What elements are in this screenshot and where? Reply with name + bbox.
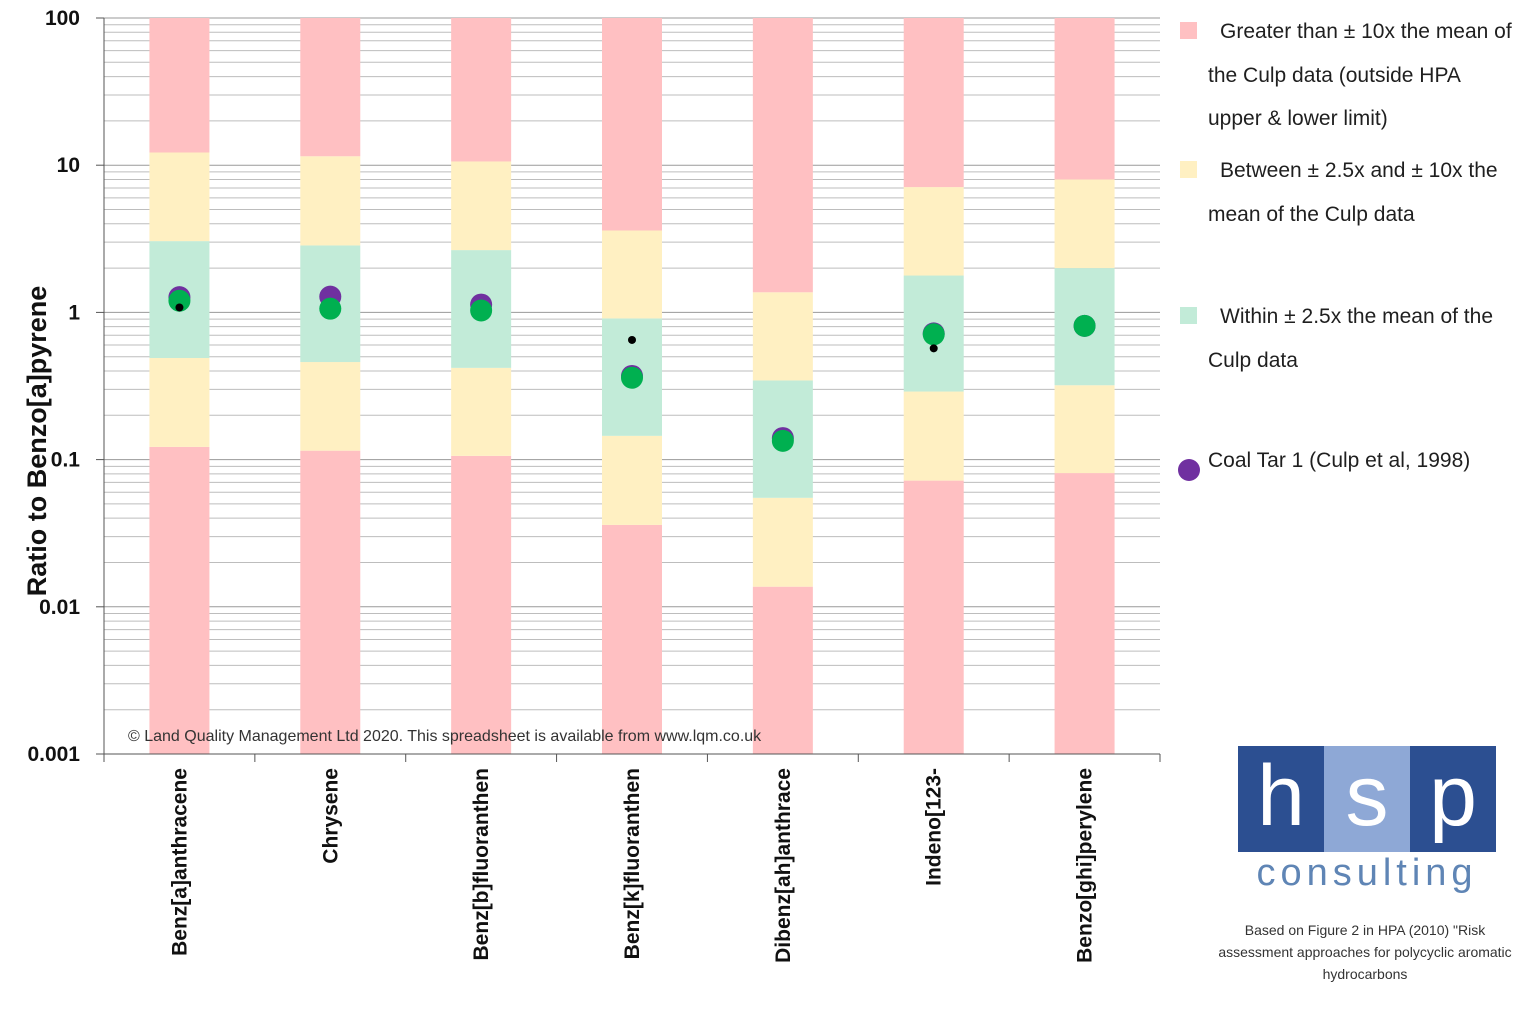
data-point bbox=[175, 303, 184, 312]
band-outside-upper bbox=[451, 18, 512, 162]
band-outside-lower bbox=[149, 446, 210, 754]
band-outside-lower bbox=[602, 524, 662, 754]
legend-swatch bbox=[1180, 22, 1197, 39]
copyright-text: © Land Quality Management Ltd 2020. This… bbox=[128, 728, 762, 745]
y-axis-label: Ratio to Benzo[a]pyrene bbox=[22, 286, 52, 597]
band-outside-lower bbox=[1054, 473, 1115, 754]
x-category-label: Benz[b]fluoranthen bbox=[470, 768, 493, 960]
legend-swatch bbox=[1180, 307, 1197, 324]
x-category-label: Indeno[123- bbox=[923, 768, 946, 886]
band-outside-upper bbox=[903, 18, 964, 188]
band-between-upper bbox=[1054, 179, 1115, 269]
legend-swatch bbox=[1180, 161, 1197, 178]
band-between-lower bbox=[451, 367, 512, 456]
logo-letter-s: s bbox=[1324, 746, 1410, 852]
points bbox=[168, 285, 1096, 452]
x-category-label: Benzo[ghi]perylene bbox=[1074, 768, 1097, 963]
band-outside-lower bbox=[903, 480, 964, 754]
legend-label: Between ± 2.5x and ± 10x the mean of the… bbox=[1208, 159, 1498, 226]
legend-item: Coal Tar 1 (Culp et al, 1998) bbox=[1178, 447, 1516, 534]
band-outside-upper bbox=[752, 18, 813, 293]
legend-marker bbox=[1178, 459, 1200, 481]
legend-item: Between ± 2.5x and ± 10x the mean of the… bbox=[1180, 157, 1516, 244]
band-between-lower bbox=[300, 362, 361, 451]
band-outside-upper bbox=[602, 18, 662, 231]
x-category-label: Benz[a]anthracene bbox=[168, 768, 191, 956]
logo-letter-p: p bbox=[1410, 746, 1496, 852]
logo-word: consulting bbox=[1256, 852, 1478, 894]
source-note: Based on Figure 2 in HPA (2010) "Risk as… bbox=[1218, 922, 1512, 982]
band-between-upper bbox=[602, 230, 662, 319]
data-point bbox=[922, 323, 945, 346]
legend-item: Within ± 2.5x the mean of the Culp data bbox=[1180, 303, 1516, 390]
data-point bbox=[628, 335, 636, 344]
y-tick-label: 0.01 bbox=[39, 596, 80, 619]
band-between-upper bbox=[149, 152, 210, 242]
band-between-lower bbox=[903, 391, 964, 481]
band-outside-upper bbox=[149, 18, 210, 153]
y-tick-label: 0.1 bbox=[51, 449, 81, 472]
x-category-label: Dibenz[ah]anthrace bbox=[772, 768, 795, 963]
band-outside-lower bbox=[451, 455, 512, 754]
legend-item: Greater than ± 10x the mean of the Culp … bbox=[1180, 18, 1516, 192]
band-between-upper bbox=[903, 187, 964, 276]
legend-label: Greater than ± 10x the mean of the Culp … bbox=[1208, 20, 1512, 130]
data-point bbox=[621, 366, 643, 389]
labels: 0.001 0.01 0.1 1 10 100 Ratio to Benzo[a]pyren… bbox=[22, 7, 1097, 963]
data-point bbox=[168, 289, 191, 312]
legend-label: Within ± 2.5x the mean of the Culp data bbox=[1208, 305, 1493, 372]
data-point bbox=[1073, 314, 1096, 337]
band-between-upper bbox=[752, 292, 813, 381]
x-category-label: Chrysene bbox=[319, 768, 342, 864]
data-point bbox=[470, 299, 493, 322]
y-tick-label: 10 bbox=[57, 154, 80, 177]
data-point bbox=[771, 429, 794, 452]
legend-label: Coal Tar 1 (Culp et al, 1998) bbox=[1208, 449, 1471, 472]
y-tick-label: 1 bbox=[68, 301, 80, 324]
band-between-lower bbox=[1054, 385, 1115, 474]
data-point bbox=[929, 344, 938, 353]
hsp-consulting-logo: h s p consulting bbox=[1238, 746, 1496, 894]
band-between-lower bbox=[752, 497, 813, 587]
axes bbox=[96, 17, 1161, 762]
band-between-lower bbox=[602, 435, 662, 525]
band-outside-lower bbox=[752, 586, 813, 754]
y-tick-label: 100 bbox=[45, 7, 80, 30]
logo-letter-h: h bbox=[1238, 746, 1324, 852]
y-tick-label: 0.001 bbox=[27, 743, 80, 766]
band-outside-lower bbox=[300, 450, 361, 754]
band-outside-upper bbox=[300, 18, 361, 157]
band-between-upper bbox=[451, 161, 512, 251]
band-between-upper bbox=[300, 156, 361, 246]
logo-letters: h s p bbox=[1238, 746, 1496, 852]
x-category-label: Benz[k]fluoranthen bbox=[621, 768, 644, 959]
band-outside-upper bbox=[1054, 18, 1115, 180]
bands bbox=[149, 18, 1115, 754]
band-between-lower bbox=[149, 358, 210, 447]
data-point bbox=[319, 297, 342, 320]
